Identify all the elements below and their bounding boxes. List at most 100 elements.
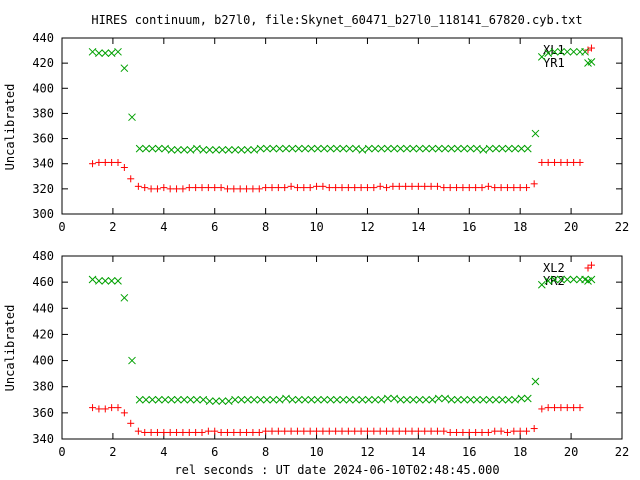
bottom-x-tick-label: 22 [615,445,629,459]
top-xl1-point [433,182,441,190]
bottom-xl2-point [332,427,340,435]
bottom-yr2-point [550,275,559,284]
top-xl1-point [491,184,499,192]
top-yr1-point [88,47,97,56]
bottom-yr2-point [492,395,500,404]
top-yr1-point [409,144,418,153]
bottom-xl2-point [338,427,346,435]
top-yr1-point [345,144,354,153]
bottom-yr2-point [135,395,144,404]
top-xl1-point [497,184,505,192]
top-xl1-point [383,184,391,192]
top-yr1-point [107,49,116,57]
top-xl1-point [120,163,128,171]
bottom-yr2-point [154,395,163,404]
bottom-xl2-point [160,428,168,436]
top-xl1-point [160,184,168,192]
top-yr1-point [161,144,169,153]
top-xl1-point [402,182,410,190]
top-yr1-point [498,144,507,153]
bottom-xl2-point [376,427,384,435]
bottom-xl2-point [510,427,518,435]
bottom-y-tick-label: 480 [32,249,54,263]
bottom-yr2-point [428,395,437,404]
top-x-tick-label: 2 [109,220,116,234]
bottom-xl2-point [523,427,531,435]
top-yr1-point [352,144,360,153]
top-y-tick-label: 440 [32,31,54,45]
bottom-yr2-point [101,276,110,285]
bottom-x-tick-label: 18 [513,445,527,459]
bottom-xl2-point [293,427,301,435]
bottom-yr2-point [441,394,449,403]
bottom-panel: Uncalibrated 0 2 4 6 8 10 12 14 16 18 20 22 340 360 38… [3,249,629,459]
bottom-xl2-point [472,428,480,436]
bottom-xl2-point [127,419,135,427]
bottom-xl2-point [89,404,97,412]
top-xl1-point [538,158,546,166]
bottom-x-tick-label: 8 [262,445,269,459]
bottom-yr2-point [333,395,341,404]
bottom-yr2-point [371,395,379,404]
bottom-xl2-point [557,404,565,412]
bottom-yr2-point [466,395,475,404]
top-xl1-point [563,158,571,166]
top-xl1-point [141,184,149,192]
top-yr1-point [422,144,430,153]
bottom-xl2-point [243,428,251,436]
top-yr1-point [313,144,322,153]
bottom-xl2-point [211,427,219,435]
top-yr1-point [511,144,519,153]
bottom-xl2-point [389,427,397,435]
bottom-xl2-point [497,427,505,435]
top-yr1-point [333,144,341,153]
bottom-yr2-point [148,395,157,404]
bottom-xl2-point [223,428,231,436]
top-yr1-point [326,144,335,153]
bottom-xl2-point [465,428,473,436]
top-xl1-point [166,185,174,193]
bottom-yr2-point [307,395,316,404]
top-xl1-point [179,185,187,193]
bottom-yr2-point [498,395,507,404]
bottom-xl2-point [95,405,103,413]
bottom-xl2-point [319,427,327,435]
bottom-yr2-point [447,395,456,404]
bottom-xl2-point [325,427,333,435]
top-xl1-point [351,184,359,192]
top-xl1-point [101,158,109,166]
bottom-yr2-point [587,275,596,284]
top-yr1-point [569,47,578,56]
top-yr1-point [479,146,488,154]
bottom-yr2-point [479,395,488,404]
top-yr1-point [282,144,290,153]
top-xl1-point [268,184,276,192]
bottom-yr2-point [364,395,373,404]
bottom-yr2-point [415,395,424,404]
bottom-yr2-point [537,280,546,289]
top-xl1-point [587,44,595,52]
bottom-yr2-point [275,395,284,404]
bottom-yr2-point [352,395,360,404]
bottom-yr2-point [485,395,494,404]
top-xl1-point [236,185,244,193]
top-xl1-point [459,184,467,192]
bottom-xl2-point [153,428,161,436]
bottom-x-tick-label: 16 [462,445,476,459]
bottom-xl2-point [408,427,416,435]
bottom-xl2-point [544,404,552,412]
top-yr1-point [148,144,157,153]
top-xl1-point [421,182,429,190]
bottom-xl2-point [198,428,206,436]
top-yr1-point [120,64,129,73]
top-xl1-point [440,184,448,192]
top-xl1-point [217,184,225,192]
bottom-xl2-point [363,427,371,435]
top-xl1-point [576,158,584,166]
bottom-yr2-point [339,395,348,404]
top-yr1-point [294,144,303,153]
top-xl1-point [363,184,371,192]
top-yr1-point [441,144,449,153]
top-x-tick-label: 20 [564,220,578,234]
top-xl1-point [427,182,435,190]
